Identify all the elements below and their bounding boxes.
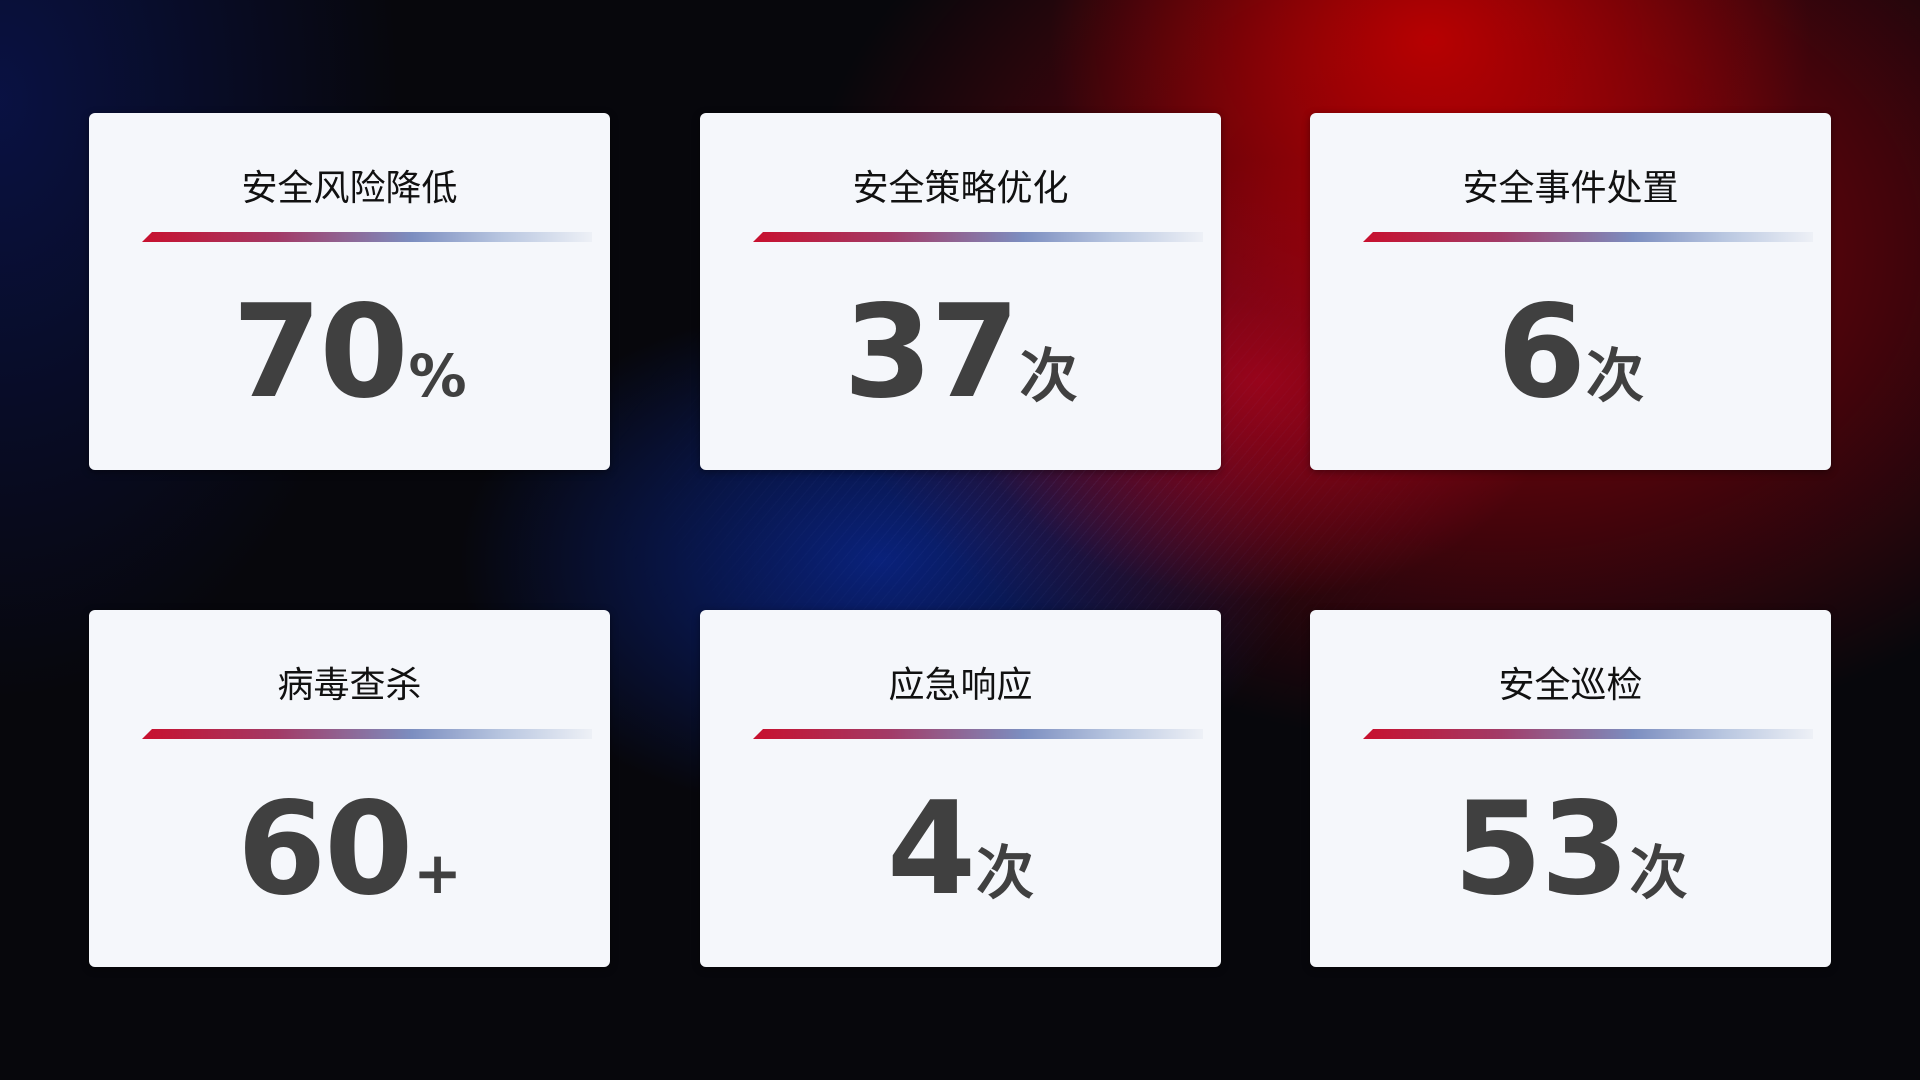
stat-title: 安全巡检 (1498, 665, 1643, 706)
stat-number: 70 (232, 278, 408, 427)
stat-value: 6次 (1310, 278, 1831, 427)
stat-title: 安全策略优化 (852, 168, 1069, 209)
stat-value: 60+ (89, 775, 610, 924)
gradient-divider (753, 232, 1203, 242)
stat-value: 4次 (700, 775, 1221, 924)
stat-card: 安全事件处置 6次 (1310, 113, 1831, 470)
stat-unit: + (413, 839, 462, 907)
stat-value: 53次 (1310, 775, 1831, 924)
stat-card: 病毒查杀 60+ (89, 610, 610, 967)
stat-card: 应急响应 4次 (700, 610, 1221, 967)
stat-number: 4 (886, 775, 976, 924)
gradient-divider (753, 729, 1203, 739)
gradient-divider (1363, 232, 1813, 242)
stat-card: 安全风险降低 70% (89, 113, 610, 470)
stat-title: 安全风险降低 (241, 168, 458, 209)
stat-number: 60 (237, 775, 413, 924)
stat-unit: 次 (1019, 342, 1078, 410)
stat-unit: 次 (976, 839, 1035, 907)
stat-number: 6 (1496, 278, 1586, 427)
stat-title: 应急响应 (888, 665, 1033, 706)
stat-value: 70% (89, 278, 610, 427)
stat-card: 安全巡检 53次 (1310, 610, 1831, 967)
stat-title: 安全事件处置 (1462, 168, 1679, 209)
stat-title: 病毒查杀 (277, 665, 422, 706)
gradient-divider (142, 729, 592, 739)
stat-unit: % (408, 342, 467, 410)
gradient-divider (1363, 729, 1813, 739)
stat-card: 安全策略优化 37次 (700, 113, 1221, 470)
stat-number: 37 (843, 278, 1019, 427)
stat-number: 53 (1453, 775, 1629, 924)
stat-value: 37次 (700, 278, 1221, 427)
stat-unit: 次 (1586, 342, 1645, 410)
stat-unit: 次 (1629, 839, 1688, 907)
gradient-divider (142, 232, 592, 242)
